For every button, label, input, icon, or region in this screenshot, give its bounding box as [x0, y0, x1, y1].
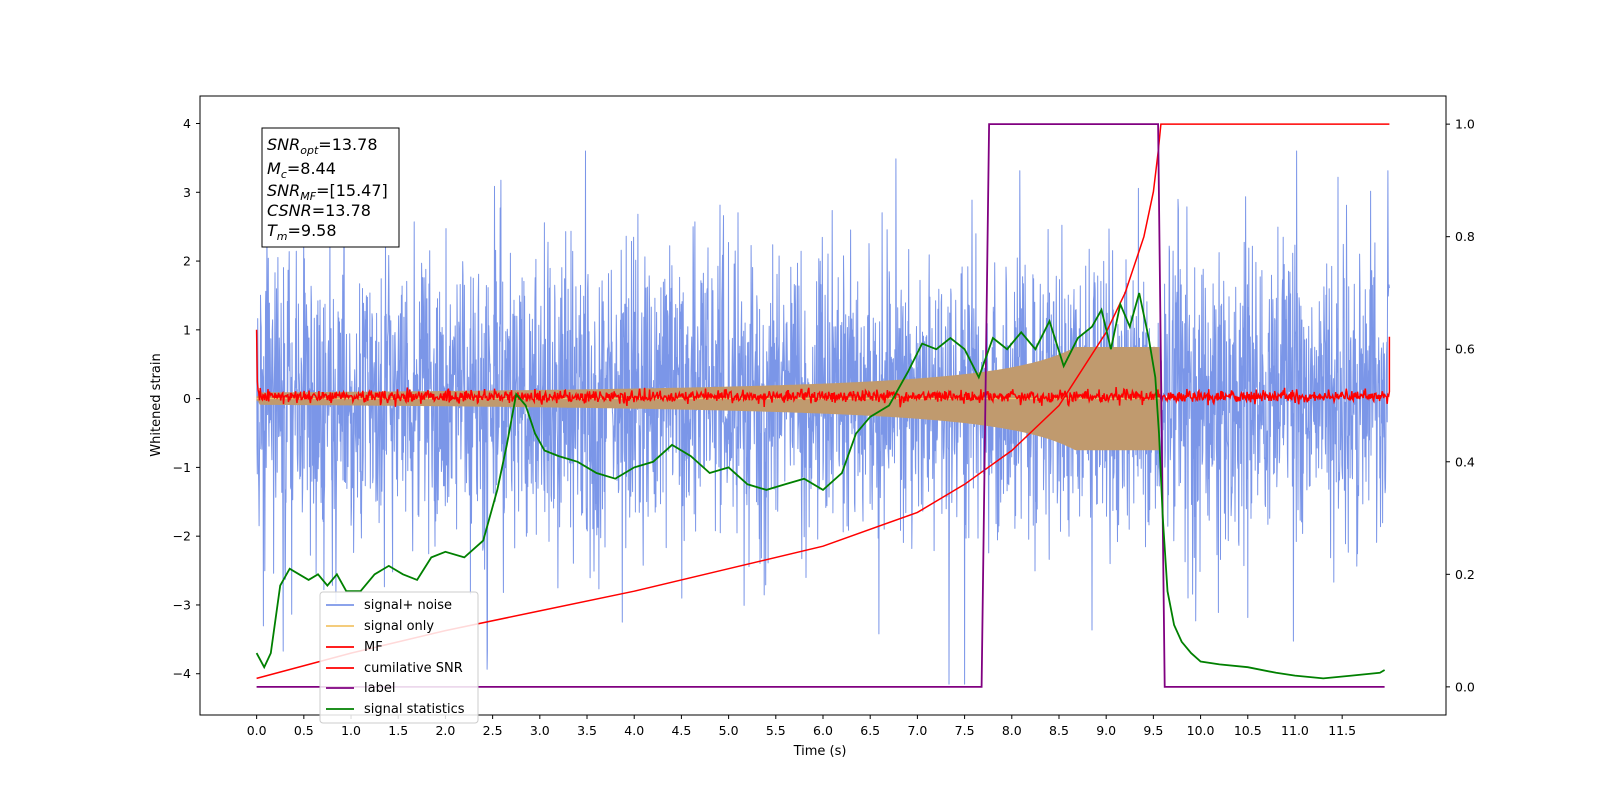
right-y-tick-label: 0.6 — [1455, 342, 1475, 357]
annotation-mc: Mc=8.44 — [267, 159, 336, 181]
x-tick-label: 0.5 — [294, 723, 314, 738]
right-y-tick-label: 0.8 — [1455, 229, 1475, 244]
plot-area — [255, 123, 1391, 688]
legend-item-label: label — [326, 681, 395, 696]
legend-item-signal-noise: signal+ noise — [326, 598, 452, 613]
x-tick-label: 11.0 — [1281, 723, 1309, 738]
x-tick-label: 3.5 — [577, 723, 597, 738]
series-mf-line — [255, 329, 1391, 408]
x-tick-label: 11.5 — [1328, 723, 1356, 738]
legend: signal+ noise signal only MF cumilative … — [319, 591, 479, 724]
annotation-tm: Tm=9.58 — [267, 221, 337, 243]
x-tick-label: 9.0 — [1096, 723, 1116, 738]
right-y-axis-ticks: 1.0 0.8 0.6 0.4 0.2 0.0 — [1446, 117, 1475, 694]
y-axis-label: Whitened strain — [149, 353, 164, 456]
left-y-tick-label: 2 — [183, 254, 191, 269]
svg-text:signal only: signal only — [364, 619, 434, 634]
x-tick-label: 1.5 — [388, 723, 408, 738]
svg-text:signal statistics: signal statistics — [364, 702, 465, 717]
x-tick-label: 5.5 — [766, 723, 786, 738]
legend-item-signal-only: signal only — [326, 619, 434, 634]
left-y-tick-label: −4 — [173, 666, 191, 681]
x-tick-label: 5.0 — [719, 723, 739, 738]
x-tick-label: 4.5 — [671, 723, 691, 738]
x-tick-label: 6.5 — [860, 723, 880, 738]
x-tick-label: 2.5 — [483, 723, 503, 738]
right-y-tick-label: 1.0 — [1455, 117, 1475, 132]
x-tick-label: 7.0 — [907, 723, 927, 738]
x-tick-label: 2.0 — [435, 723, 455, 738]
x-axis-ticks: 0.0 0.5 1.0 1.5 2.0 2.5 3.0 3.5 4.0 4.5 5.0 5.5 6.0 6… — [247, 715, 1356, 738]
x-tick-label: 8.0 — [1002, 723, 1022, 738]
left-y-tick-label: 3 — [183, 185, 191, 200]
right-y-tick-label: 0.4 — [1455, 454, 1475, 469]
annotation-snr-mf: SNRMF=[15.47] — [267, 181, 388, 203]
annotation-box: SNRopt=13.78 Mc=8.44 SNRMF=[15.47] CSNR=… — [261, 127, 400, 248]
svg-text:cumilative SNR: cumilative SNR — [364, 661, 463, 676]
series-label-line — [256, 123, 1385, 688]
x-tick-label: 9.5 — [1143, 723, 1163, 738]
left-y-tick-label: 4 — [183, 116, 191, 131]
x-tick-label: 7.5 — [955, 723, 975, 738]
left-y-tick-label: −3 — [173, 597, 191, 612]
x-tick-label: 10.0 — [1187, 723, 1215, 738]
x-tick-label: 4.0 — [624, 723, 644, 738]
svg-text:MF: MF — [364, 640, 383, 655]
svg-text:signal+ noise: signal+ noise — [364, 598, 452, 613]
x-tick-label: 3.0 — [530, 723, 550, 738]
annotation-snr-opt: SNRopt=13.78 — [267, 135, 378, 157]
legend-item-mf: MF — [326, 640, 383, 655]
series-cumulative-snr-line — [256, 123, 1390, 680]
left-y-tick-label: −2 — [173, 529, 191, 544]
legend-item-cumulative-snr: cumilative SNR — [326, 661, 463, 676]
annotation-csnr: CSNR=13.78 — [267, 201, 371, 220]
x-tick-label: 1.0 — [341, 723, 361, 738]
legend-item-signal-statistics: signal statistics — [326, 702, 465, 717]
left-y-tick-label: 0 — [183, 391, 191, 406]
svg-text:label: label — [364, 681, 395, 696]
right-y-tick-label: 0.2 — [1455, 567, 1475, 582]
x-tick-label: 10.5 — [1234, 723, 1262, 738]
left-y-tick-label: −1 — [173, 460, 191, 475]
left-y-axis-ticks: 4 3 2 1 0 −1 −2 −3 −4 — [173, 116, 200, 681]
x-tick-label: 6.0 — [813, 723, 833, 738]
x-tick-label: 0.0 — [247, 723, 267, 738]
x-axis-label: Time (s) — [793, 744, 847, 759]
left-y-tick-label: 1 — [183, 322, 191, 337]
x-tick-label: 8.5 — [1049, 723, 1069, 738]
right-y-tick-label: 0.0 — [1455, 679, 1475, 694]
series-signal-statistics-line — [255, 292, 1386, 680]
